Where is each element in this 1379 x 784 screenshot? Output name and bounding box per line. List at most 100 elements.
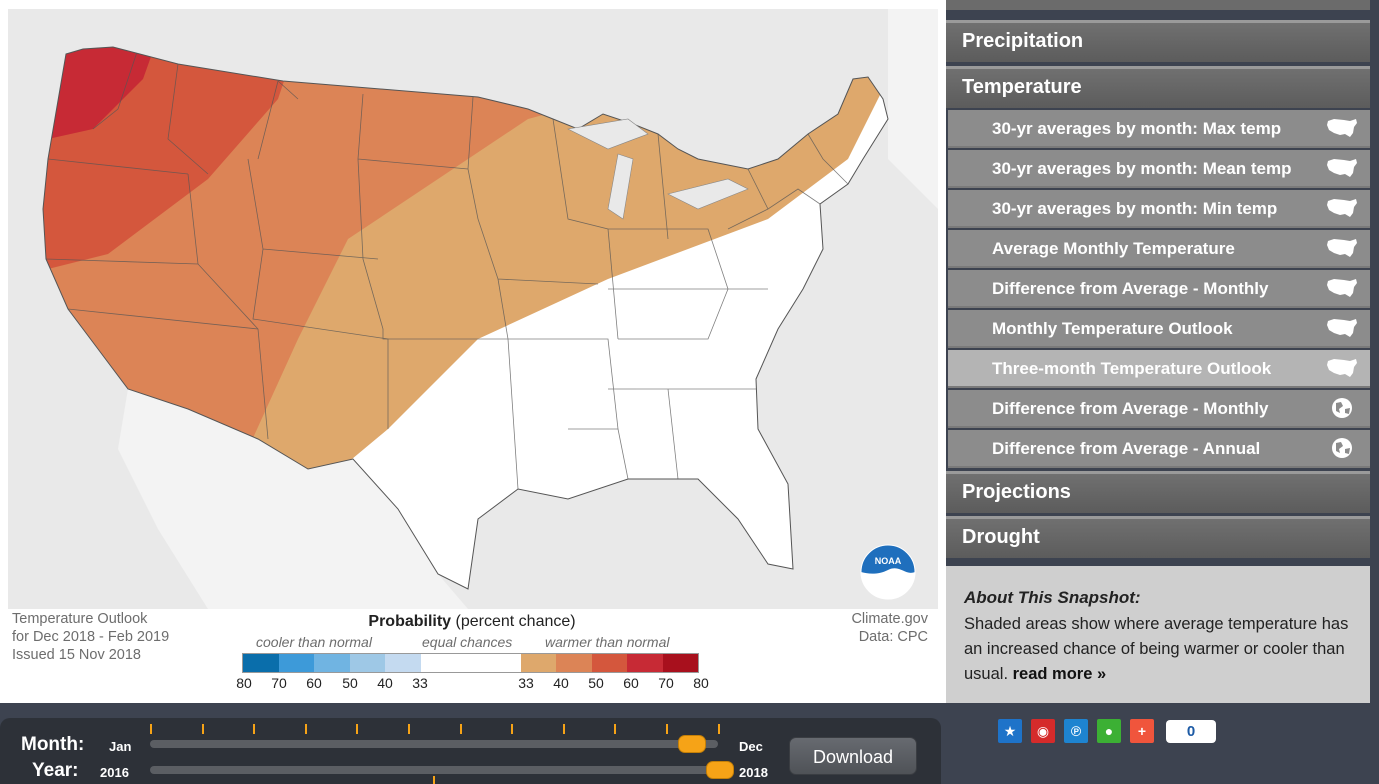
- legend-swatch-warm-4: [662, 654, 698, 672]
- legend-tick-cool-2: 60: [306, 675, 322, 691]
- month-slider-track[interactable]: [150, 740, 718, 748]
- sidebar-item-8[interactable]: Difference from Average - Annual: [948, 430, 1370, 468]
- month-tick: [511, 724, 514, 734]
- month-label: Month:: [21, 734, 85, 755]
- data-source: Data: CPC: [858, 629, 928, 645]
- legend-swatch-cool-1: [278, 654, 314, 672]
- globe-icon: [1326, 437, 1358, 459]
- legend-title: Probability (percent chance): [368, 613, 576, 630]
- year-slider-track[interactable]: [150, 766, 734, 774]
- sidebar-item-label: Average Monthly Temperature: [992, 239, 1235, 258]
- legend-tick-cool-4: 40: [377, 675, 393, 691]
- us-map-icon: [1326, 157, 1358, 179]
- us-map-icon: [1326, 317, 1358, 339]
- sidebar-item-5[interactable]: Monthly Temperature Outlook: [948, 310, 1370, 348]
- sidebar-item-label: Monthly Temperature Outlook: [992, 319, 1233, 338]
- sidebar-item-4[interactable]: Difference from Average - Monthly: [948, 270, 1370, 308]
- about-title: About This Snapshot:: [964, 588, 1141, 607]
- legend-swatch-cool-2: [314, 654, 350, 672]
- month-tick: [562, 724, 565, 734]
- month-slider-handle[interactable]: [678, 735, 707, 753]
- month-end: Dec: [739, 739, 763, 754]
- legend-tick-cool-5: 33: [412, 675, 428, 691]
- legend-tick-warm-4: 70: [658, 675, 674, 691]
- sidebar-item-7[interactable]: Difference from Average - Monthly: [948, 390, 1370, 428]
- sidebar: Precipitation Temperature 30-yr averages…: [946, 0, 1379, 703]
- legend-tick-cool-1: 70: [271, 675, 287, 691]
- legend-tick-warm-1: 40: [553, 675, 569, 691]
- legend-color-bar: [242, 653, 699, 673]
- us-map-icon: [1326, 117, 1358, 139]
- month-tick: [408, 724, 410, 734]
- legend-swatch-cool-4: [385, 654, 421, 672]
- legend-cooler-label: cooler than normal: [256, 634, 372, 650]
- month-tick: [356, 724, 359, 734]
- category-precipitation[interactable]: Precipitation: [946, 20, 1370, 62]
- sidebar-item-2[interactable]: 30-yr averages by month: Min temp: [948, 190, 1370, 228]
- lake-superior: [567, 118, 649, 150]
- download-button[interactable]: Download: [789, 737, 917, 775]
- month-tick: [150, 724, 152, 734]
- sidebar-item-1[interactable]: 30-yr averages by month: Mean temp: [948, 150, 1370, 188]
- us-map-icon: [1326, 237, 1358, 259]
- weibo-share-icon[interactable]: ◉: [1031, 719, 1055, 743]
- globe-icon: [1326, 397, 1358, 419]
- map-info-left: Temperature Outlook for Dec 2018 - Feb 2…: [12, 610, 169, 664]
- legend-swatch-warm-3: [627, 654, 663, 672]
- year-slider-handle[interactable]: [706, 761, 734, 779]
- sidebar-item-label: Difference from Average - Monthly: [992, 399, 1269, 418]
- legend-swatch-warm-0: [520, 654, 556, 672]
- legend-tick-warm-3: 60: [623, 675, 639, 691]
- sidebar-item-label: Difference from Average - Monthly: [992, 279, 1269, 298]
- legend-swatch-warm-2: [591, 654, 627, 672]
- legend-tick-cool-3: 50: [342, 675, 358, 691]
- about-snapshot: About This Snapshot: Shaded areas show w…: [946, 566, 1370, 703]
- year-end: 2018: [739, 765, 768, 780]
- legend-warmer-label: warmer than normal: [545, 634, 670, 650]
- lake-michigan: [607, 153, 634, 220]
- month-tick: [666, 724, 668, 734]
- mexico-shape: [118, 389, 468, 609]
- map-panel: NOAA Temperature Outlook for Dec 2018 - …: [0, 0, 946, 703]
- favorite-share-icon[interactable]: ★: [998, 719, 1022, 743]
- sidebar-top-strip: [946, 0, 1370, 10]
- month-start: Jan: [109, 739, 132, 754]
- legend-tick-warm-5: 80: [693, 675, 709, 691]
- sidebar-item-label: 30-yr averages by month: Max temp: [992, 119, 1282, 138]
- legend-equal-label: equal chances: [422, 634, 513, 650]
- us-map: [8, 9, 938, 609]
- legend-tick-warm-2: 50: [588, 675, 604, 691]
- about-text: Shaded areas show where average temperat…: [964, 615, 1349, 683]
- month-tick: [459, 724, 462, 734]
- legend-swatch-cool-3: [349, 654, 385, 672]
- noaa-logo: NOAA: [860, 544, 916, 600]
- category-projections[interactable]: Projections: [946, 471, 1370, 513]
- wechat-share-icon[interactable]: ●: [1097, 719, 1121, 743]
- sidebar-item-6[interactable]: Three-month Temperature Outlook: [948, 350, 1370, 388]
- source-site: Climate.gov: [851, 611, 928, 627]
- year-start: 2016: [100, 765, 129, 780]
- outlook-issued: Issued 15 Nov 2018: [12, 647, 141, 663]
- temperature-outlook-map[interactable]: NOAA: [8, 9, 938, 609]
- month-tick: [717, 724, 720, 734]
- category-temperature[interactable]: Temperature: [946, 66, 1370, 108]
- category-drought[interactable]: Drought: [946, 516, 1370, 558]
- more-share-icon[interactable]: +: [1130, 719, 1154, 743]
- year-label: Year:: [32, 760, 79, 781]
- legend-swatch-warm-1: [556, 654, 592, 672]
- outlook-period: for Dec 2018 - Feb 2019: [12, 629, 170, 645]
- sidebar-item-0[interactable]: 30-yr averages by month: Max temp: [948, 110, 1370, 148]
- sidebar-item-3[interactable]: Average Monthly Temperature: [948, 230, 1370, 268]
- us-map-icon: [1326, 197, 1358, 219]
- share-count: 0: [1166, 720, 1216, 743]
- pixiv-share-icon[interactable]: ℗: [1064, 719, 1088, 743]
- outlook-title: Temperature Outlook: [12, 611, 148, 627]
- legend-tick-cool-0: 80: [236, 675, 252, 691]
- svg-text:NOAA: NOAA: [875, 556, 902, 566]
- time-controls: Month: Jan Dec Year: 2016 2018 Download: [0, 718, 941, 784]
- sidebar-item-label: 30-yr averages by month: Min temp: [992, 199, 1278, 218]
- legend-swatch-equal: [420, 654, 521, 672]
- sidebar-item-label: Difference from Average - Annual: [992, 439, 1261, 458]
- us-map-icon: [1326, 277, 1358, 299]
- read-more-link[interactable]: read more »: [1012, 665, 1107, 683]
